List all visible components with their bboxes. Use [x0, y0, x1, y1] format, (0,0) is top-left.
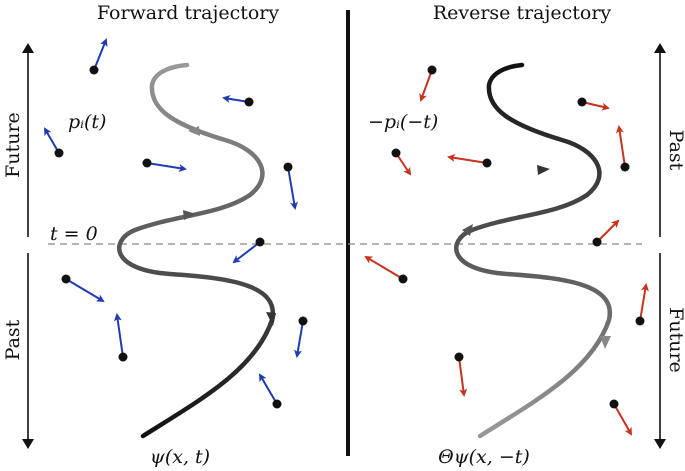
forward-particles [43, 38, 308, 409]
particle [54, 148, 64, 158]
particle [283, 162, 293, 172]
particle [577, 97, 587, 107]
particle [592, 237, 602, 247]
particle [620, 162, 630, 172]
forward-direction-arrow [266, 312, 276, 326]
past-label-left: Past [2, 319, 24, 360]
reverse-direction-arrow [537, 165, 550, 175]
particle [61, 274, 71, 284]
particle [272, 399, 282, 409]
past-label-right: Past [665, 130, 685, 171]
time-zero-label: t = 0 [50, 223, 98, 245]
reverse-title: Reverse trajectory [433, 2, 612, 24]
forward-title: Forward trajectory [97, 2, 280, 24]
momentum-label: pᵢ(t) [68, 111, 106, 133]
reversed-wavefunction-label: Θψ(x, −t) [438, 446, 530, 468]
particle [482, 158, 492, 168]
particle [454, 352, 464, 362]
forward-direction-arrow [183, 210, 196, 220]
particle [118, 352, 128, 362]
particle [391, 148, 401, 158]
particle [398, 274, 408, 284]
reverse-direction-arrow [462, 224, 473, 236]
wavefunction-label: ψ(x, t) [150, 446, 210, 468]
particle [609, 399, 619, 409]
forward-direction-arrow [188, 126, 200, 136]
particle [142, 158, 152, 168]
future-label-right: Future [665, 307, 685, 373]
reversed-momentum-label: −pᵢ(−t) [368, 111, 438, 133]
particle [244, 97, 254, 107]
reverse-direction-arrow [600, 336, 611, 349]
future-label-left: Future [2, 112, 24, 178]
particle [255, 237, 265, 247]
particle [635, 316, 645, 326]
particle [89, 65, 99, 75]
reverse-particles [364, 65, 649, 436]
particle [298, 316, 308, 326]
reverse-trajectory-curve [454, 62, 613, 439]
particle [427, 65, 437, 75]
